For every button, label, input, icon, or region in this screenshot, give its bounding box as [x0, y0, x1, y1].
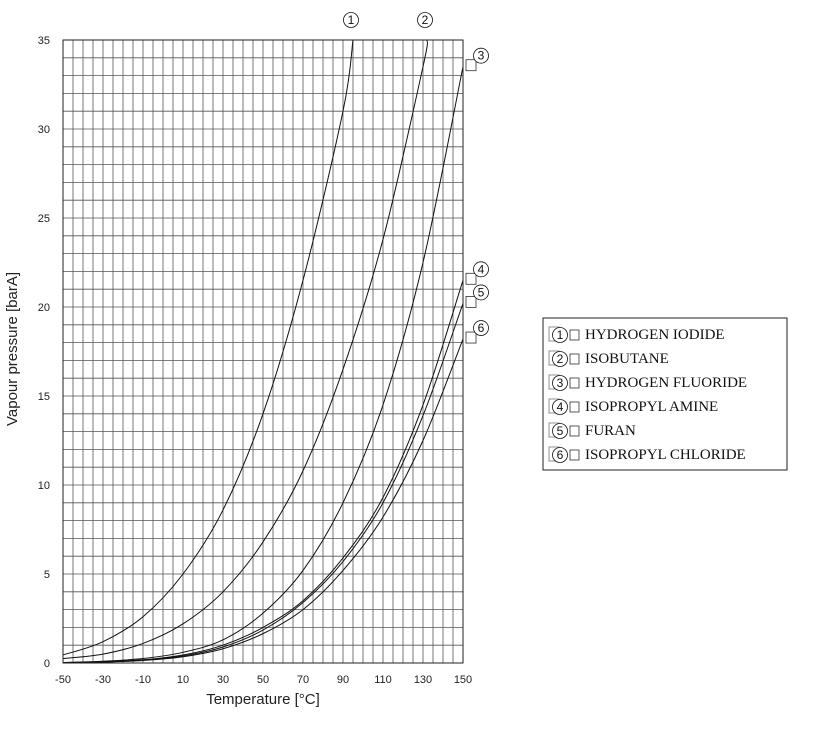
legend-circle-icon [552, 423, 568, 439]
y-tick-label: 5 [44, 569, 50, 581]
curve-marker-3: 3 [465, 47, 489, 72]
legend-marker-number: 6 [557, 448, 564, 462]
marker-square-icon [465, 272, 477, 285]
legend-marker-number: 5 [557, 424, 564, 438]
y-tick-label: 25 [38, 213, 50, 225]
marker-circle-icon [473, 320, 489, 336]
grid [63, 40, 463, 663]
curve-marker-2: 2 [417, 12, 433, 28]
y-tick-label: 35 [38, 35, 50, 47]
marker-circle-icon [343, 12, 359, 28]
legend-square-icon [569, 377, 580, 389]
marker-number: 2 [422, 13, 429, 27]
y-tick-label: 20 [38, 302, 50, 314]
x-tick-label: 10 [177, 674, 189, 686]
legend-item-4: 4 ISOPROPYL AMINE [548, 398, 718, 415]
y-tick-label: 10 [38, 480, 50, 492]
marker-number: 3 [478, 49, 485, 63]
marker-square-icon [465, 331, 477, 344]
legend-label: HYDROGEN FLUORIDE [585, 375, 747, 391]
x-tick-label: 50 [257, 674, 269, 686]
legend-item-3: 3 HYDROGEN FLUORIDE [548, 374, 747, 391]
legend-circle-icon [552, 351, 568, 367]
x-tick-label: 70 [297, 674, 309, 686]
legend-marker-number: 1 [557, 328, 564, 342]
marker-circle-icon [473, 47, 489, 64]
curve-marker-5: 5 [465, 284, 489, 308]
series-line-1 [62, 39, 354, 656]
legend-marker-number: 4 [557, 400, 564, 414]
legend-square-icon [569, 353, 580, 365]
y-tick-label: 30 [38, 124, 50, 136]
marker-number: 1 [348, 13, 355, 27]
curve-markers: 1 2 3 4 5 6 [343, 12, 489, 344]
x-tick-label: -30 [95, 674, 111, 686]
legend-square-icon [569, 449, 580, 461]
legend-item-1: 1 HYDROGEN IODIDE [548, 326, 725, 343]
x-tick-label: 150 [454, 674, 472, 686]
legend: 1 HYDROGEN IODIDE 2 ISOBUTANE 3 HYDROGEN FLUO… [542, 317, 788, 471]
series-line-6 [62, 338, 464, 664]
legend-circle-icon [552, 447, 568, 463]
plot-frame [62, 39, 464, 664]
legend-item-6: 6 ISOPROPYL CHLORIDE [548, 446, 746, 463]
series-curves [62, 39, 464, 664]
x-tick-label: 30 [217, 674, 229, 686]
curve-marker-4: 4 [465, 261, 489, 285]
series-line-3 [62, 66, 464, 663]
legend-label: ISOPROPYL CHLORIDE [585, 447, 746, 463]
x-tick-label: 130 [414, 674, 432, 686]
x-tick-label: -50 [55, 674, 71, 686]
marker-number: 4 [478, 262, 485, 276]
x-axis-title: Temperature [°C] [206, 691, 320, 708]
marker-square-icon [465, 59, 477, 72]
legend-item-2: 2 ISOBUTANE [548, 350, 669, 367]
x-tick-label: 110 [374, 674, 392, 686]
legend-circle-icon [552, 375, 568, 391]
curve-marker-1: 1 [343, 12, 359, 28]
tick-labels: -50 -30 -10 10 30 50 70 90 110 130 150 0 5 10 15 20 25 30… [38, 35, 472, 686]
series-line-2 [62, 39, 428, 660]
legend-label: ISOBUTANE [585, 351, 669, 367]
legend-item-5: 5 FURAN [548, 422, 636, 439]
legend-square-icon [569, 329, 580, 341]
legend-marker-number: 3 [557, 376, 564, 390]
legend-circle-icon [552, 327, 568, 343]
x-tick-label: -10 [135, 674, 151, 686]
marker-circle-icon [473, 284, 489, 301]
marker-circle-icon [473, 261, 489, 278]
y-tick-label: 0 [44, 658, 50, 670]
marker-number: 6 [478, 321, 485, 335]
legend-label: ISOPROPYL AMINE [585, 399, 718, 415]
marker-number: 5 [478, 285, 485, 299]
marker-circle-icon [417, 12, 433, 28]
y-axis-title: Vapour pressure [barA] [4, 272, 21, 426]
legend-square-icon [569, 425, 580, 437]
plot-area-border [62, 39, 464, 664]
y-tick-label: 15 [38, 391, 50, 403]
legend-label: FURAN [585, 423, 636, 439]
marker-square-icon [465, 296, 477, 308]
x-tick-label: 90 [337, 674, 349, 686]
legend-marker-number: 2 [557, 352, 564, 366]
curve-marker-6: 6 [465, 320, 489, 344]
legend-label: HYDROGEN IODIDE [585, 327, 725, 343]
legend-circle-icon [552, 399, 568, 415]
legend-box [542, 317, 788, 471]
legend-square-icon [569, 401, 580, 413]
